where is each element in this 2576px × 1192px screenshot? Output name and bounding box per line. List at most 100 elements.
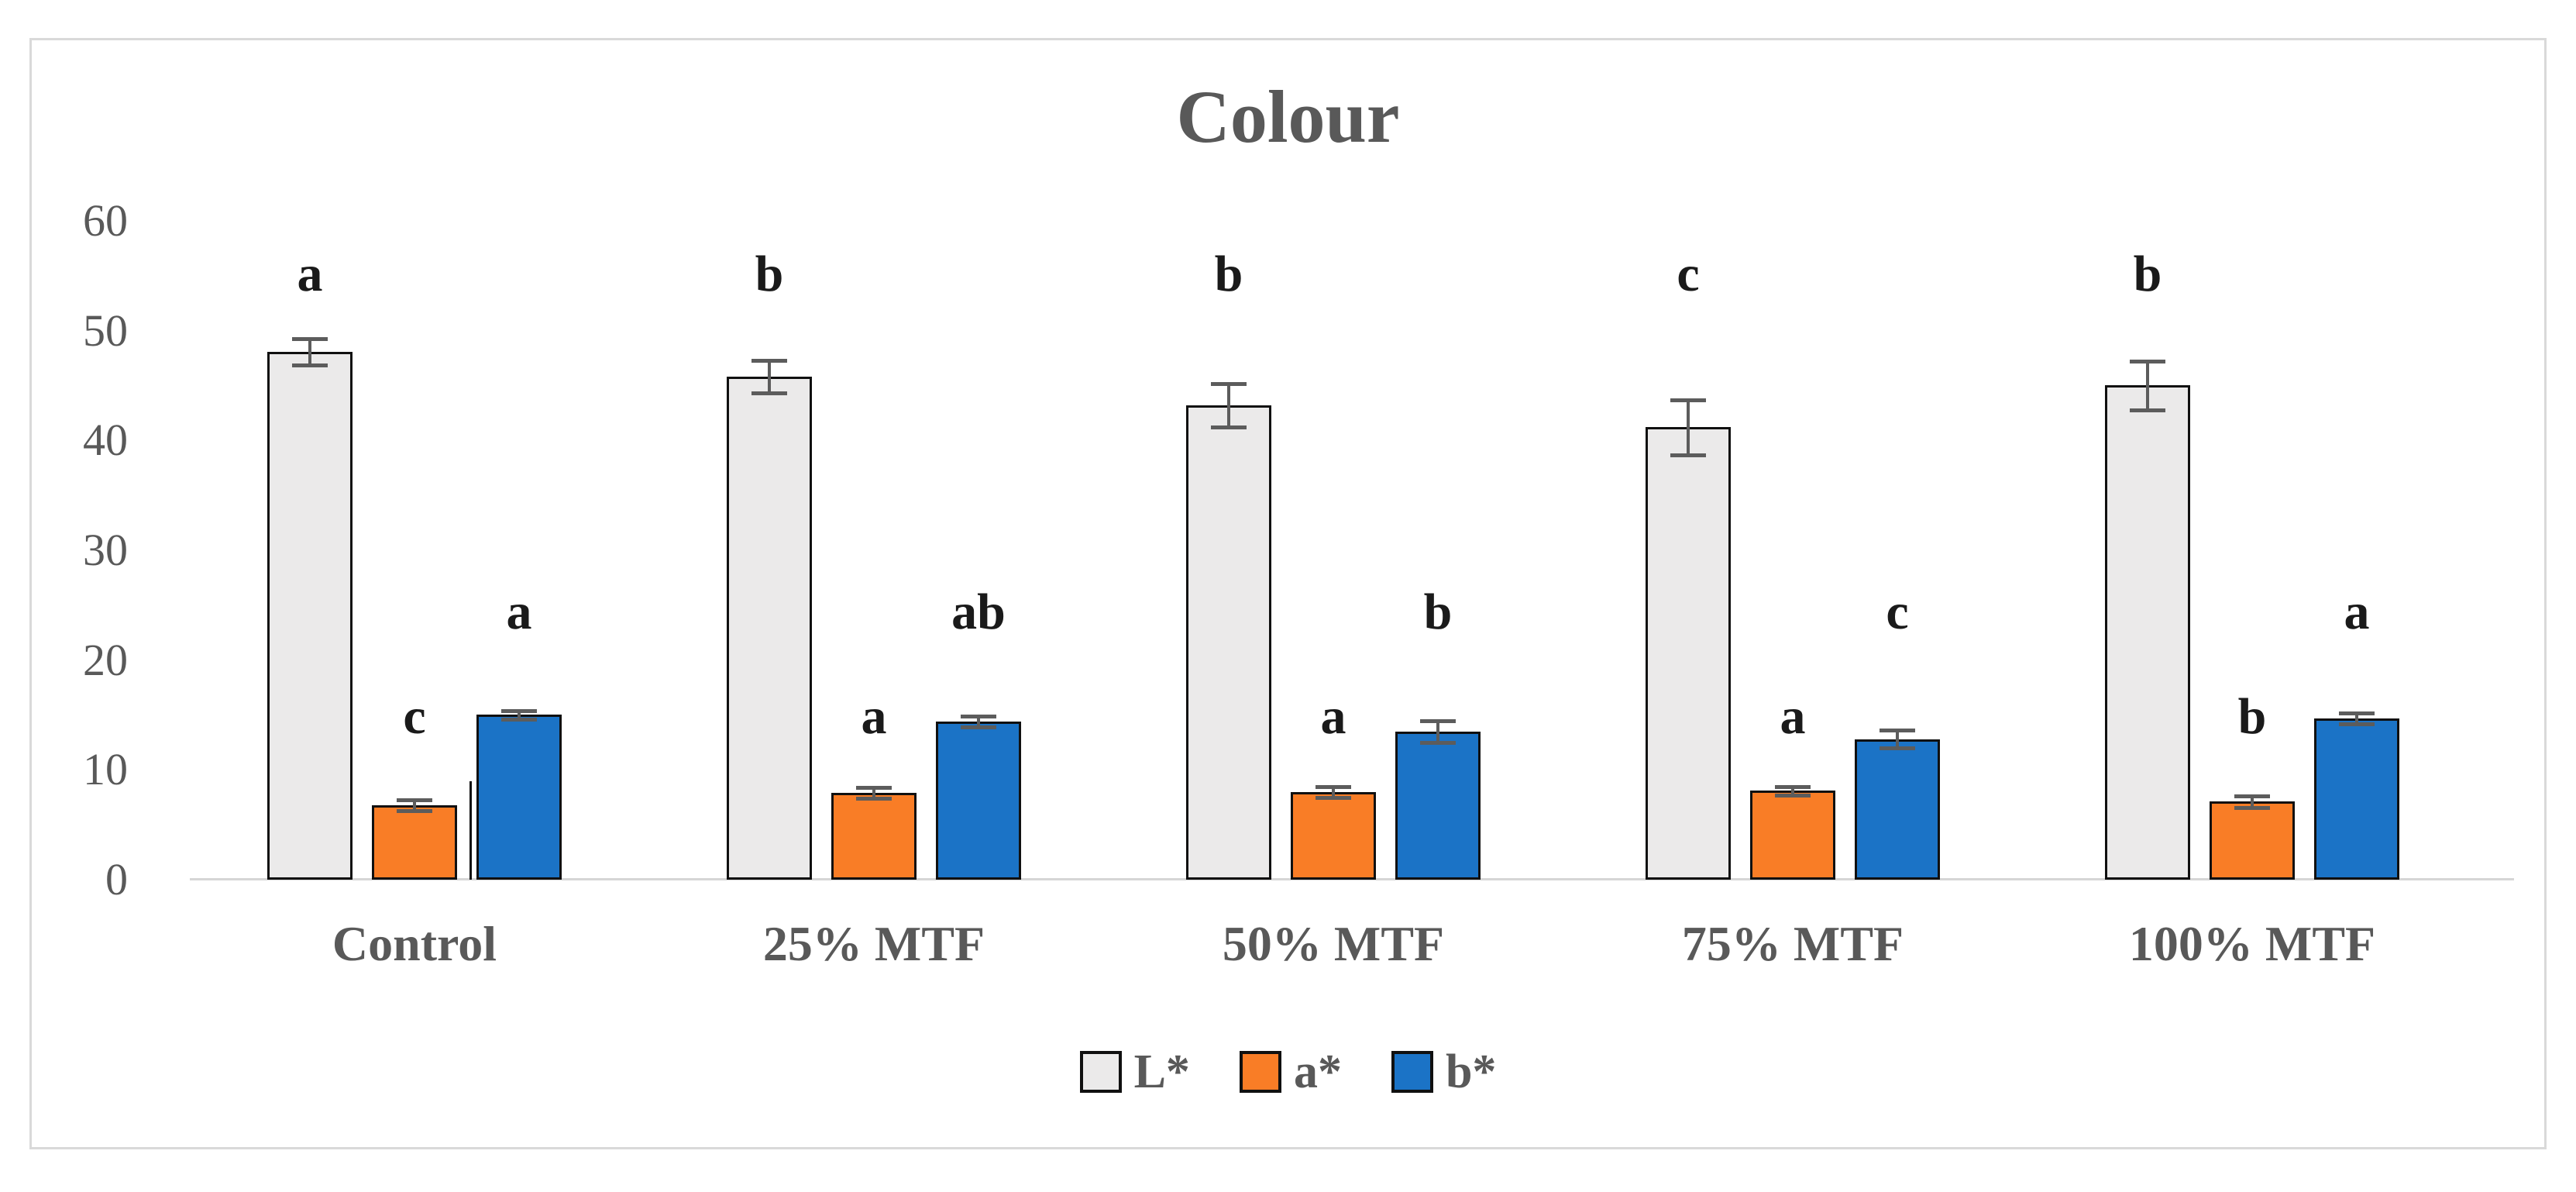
bar-b-5: [2314, 718, 2399, 880]
error-bar-cap: [1316, 795, 1351, 800]
error-bar: [1791, 786, 1794, 795]
error-bar-cap: [1670, 398, 1706, 402]
x-axis-label: 100% MTF: [2128, 916, 2376, 971]
error-bar-cap: [1775, 793, 1811, 798]
bar-b-4: [1855, 739, 1940, 880]
legend-label: b*: [1445, 1046, 1497, 1098]
bar-b-3: [1395, 732, 1481, 880]
bar-a-4: [1750, 791, 1835, 880]
error-bar-cap: [2234, 805, 2270, 810]
error-bar-cap: [1880, 746, 1915, 750]
error-bar-cap: [292, 363, 328, 367]
error-bar: [768, 360, 771, 394]
significance-letter: c: [403, 688, 426, 745]
error-bar: [1227, 383, 1230, 428]
error-bar: [518, 710, 521, 720]
significance-letter: b: [1423, 584, 1453, 640]
error-bar-cap: [751, 391, 787, 396]
error-bar-cap: [397, 798, 432, 802]
error-bar-cap: [397, 808, 432, 813]
x-axis-label: 75% MTF: [1681, 916, 1904, 971]
error-bar: [413, 799, 416, 811]
significance-letter: c: [1677, 246, 1700, 302]
error-bar-cap: [1880, 729, 1915, 733]
error-bar: [1436, 720, 1439, 742]
legend-item: a*: [1239, 1041, 1342, 1103]
error-bar-cap: [751, 358, 787, 363]
error-bar-cap: [2130, 408, 2165, 412]
x-axis-label: Control: [332, 916, 497, 971]
error-bar-cap: [961, 725, 996, 730]
error-bar-cap: [1420, 718, 1456, 723]
error-bar: [872, 787, 875, 799]
bar-L-1: [267, 352, 353, 880]
error-bar-cap: [856, 797, 892, 801]
stray-border-artifact: [469, 781, 472, 880]
significance-letter: a: [2344, 584, 2370, 640]
legend-swatch-icon: [1391, 1051, 1433, 1093]
significance-letter: b: [2133, 246, 2162, 302]
bar-L-2: [727, 377, 812, 880]
legend-swatch-icon: [1079, 1051, 1122, 1093]
error-bar-cap: [2339, 722, 2375, 726]
error-bar-cap: [2130, 360, 2165, 364]
error-bar-cap: [856, 786, 892, 790]
error-bar: [2355, 712, 2358, 724]
x-axis-label: 25% MTF: [762, 916, 985, 971]
y-axis-label: 50: [83, 305, 128, 356]
significance-letter: b: [1214, 246, 1243, 302]
legend-label: a*: [1293, 1046, 1342, 1098]
error-bar-cap: [1670, 453, 1706, 457]
error-bar: [2251, 796, 2254, 808]
bar-b-2: [936, 722, 1021, 880]
error-bar-cap: [961, 714, 996, 718]
bar-L-3: [1186, 405, 1271, 880]
significance-letter: a: [1320, 688, 1346, 745]
y-axis-label: 40: [83, 415, 128, 466]
chart-title: Colour: [1176, 75, 1400, 158]
significance-letter: a: [861, 688, 887, 745]
significance-letter: c: [1886, 584, 1909, 640]
error-bar-cap: [1211, 381, 1247, 386]
error-bar-cap: [2234, 794, 2270, 799]
error-bar: [1332, 786, 1335, 798]
error-bar-cap: [501, 708, 537, 713]
y-axis-label: 30: [83, 525, 128, 575]
error-bar-cap: [1775, 784, 1811, 789]
x-axis-label: 50% MTF: [1222, 916, 1445, 971]
bar-a-5: [2210, 801, 2295, 880]
significance-letter: a: [297, 246, 323, 302]
bar-b-1: [476, 715, 562, 880]
significance-letter: a: [506, 584, 532, 640]
error-bar: [2146, 361, 2149, 410]
error-bar: [977, 715, 980, 728]
bar-a-2: [831, 793, 917, 880]
legend: L* a* b*: [0, 1041, 2576, 1103]
legend-label: L*: [1133, 1046, 1190, 1098]
y-axis-label: 60: [83, 195, 128, 246]
legend-item: b*: [1391, 1041, 1496, 1103]
error-bar-cap: [292, 336, 328, 341]
bar-a-1: [372, 805, 457, 880]
significance-letter: b: [755, 246, 784, 302]
significance-letter: ab: [951, 584, 1006, 640]
error-bar: [308, 338, 311, 365]
error-bar-cap: [501, 718, 537, 722]
error-bar-cap: [1420, 740, 1456, 745]
legend-swatch-icon: [1239, 1051, 1281, 1093]
bar-L-4: [1646, 427, 1731, 880]
significance-letter: a: [1780, 688, 1806, 745]
error-bar: [1687, 399, 1690, 455]
error-bar-cap: [1211, 425, 1247, 430]
y-axis-label: 10: [83, 744, 128, 795]
y-axis-label: 0: [105, 854, 128, 904]
error-bar: [1896, 730, 1899, 748]
error-bar-cap: [2339, 711, 2375, 715]
legend-item: L*: [1079, 1041, 1190, 1103]
bar-L-5: [2105, 385, 2190, 880]
bar-a-3: [1291, 792, 1376, 880]
significance-letter: b: [2237, 688, 2267, 745]
y-axis-label: 20: [83, 634, 128, 685]
error-bar-cap: [1316, 784, 1351, 789]
